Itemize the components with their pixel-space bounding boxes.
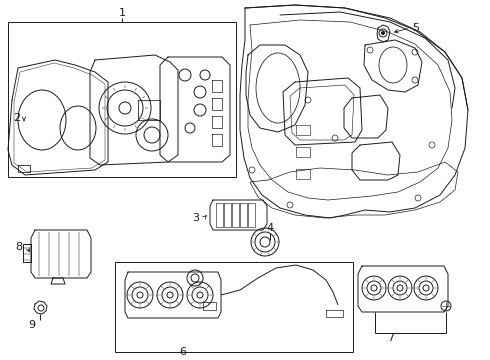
Text: 3: 3 — [193, 213, 199, 223]
Text: 1: 1 — [119, 8, 125, 18]
Text: 5: 5 — [413, 23, 419, 33]
Circle shape — [382, 31, 385, 35]
Text: 4: 4 — [267, 223, 273, 233]
Text: 7: 7 — [388, 333, 394, 343]
Text: 9: 9 — [28, 320, 36, 330]
Bar — [8, 22, 236, 177]
Text: 2: 2 — [13, 113, 21, 123]
Text: 6: 6 — [179, 347, 187, 357]
Bar — [115, 262, 353, 352]
Text: 8: 8 — [16, 242, 23, 252]
